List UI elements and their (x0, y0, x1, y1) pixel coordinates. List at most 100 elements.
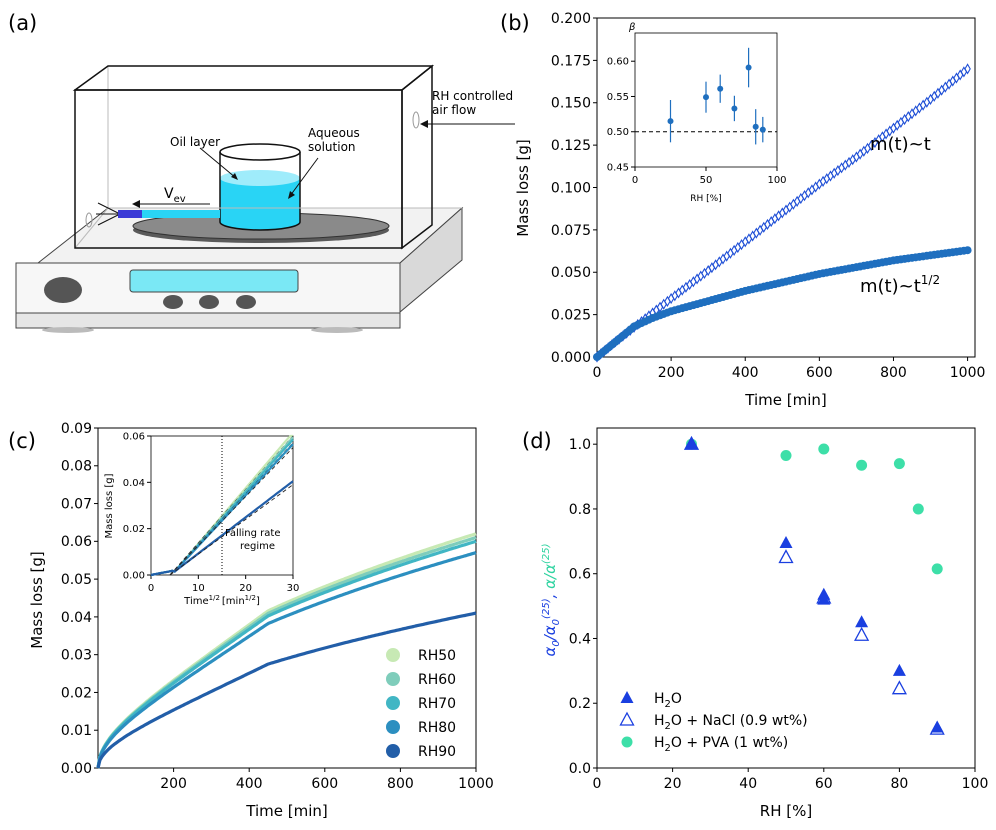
chart-b-xtick-label: 0 (593, 365, 602, 381)
point-filled-triangle (892, 663, 906, 676)
chart-c-inset-ytick-label: 0.02 (123, 524, 145, 535)
legend-label-1: H2O + NaCl (0.9 wt%) (654, 713, 808, 732)
inset-point (717, 85, 724, 92)
ylabel-alpha-sup25: (25) (541, 598, 552, 619)
legend-label-rest: O + PVA (1 wt%) (671, 735, 788, 751)
aqueous-pointer (289, 157, 319, 197)
chart-b-inset-xtick-label: 100 (767, 175, 786, 186)
air-outlet-hole (85, 212, 93, 228)
chart-c-xtick-label: 400 (236, 776, 263, 792)
chart-c-ytick-label: 0.01 (61, 723, 92, 739)
linear-series-marker (949, 75, 957, 87)
chart-b-inset-ytick-label: 0.55 (607, 92, 629, 103)
chart-c-xtick-label: 600 (311, 776, 338, 792)
linear-series-marker (938, 84, 945, 96)
point-filled-triangle (817, 592, 831, 605)
panel-label-d: (d) (522, 429, 552, 453)
chart-b-xtick-label: 400 (732, 365, 759, 381)
point-filled-circle (893, 458, 905, 470)
ylabel-slash-alpha: /α (541, 625, 559, 642)
sqrt-series-marker (963, 246, 972, 255)
chart-b-ytick-label: 0.200 (551, 11, 591, 27)
series-rh80 (96, 551, 477, 769)
legend-label-rh70: RH70 (418, 696, 456, 712)
chart-c-ytick-label: 0.02 (61, 685, 92, 701)
chart-b-axes: 0 200 400 600 800 10000.0000.0250.0500.0750.1… (551, 11, 986, 381)
chart-b-inset-xtick-label: 50 (700, 175, 713, 186)
legend-label-rh80: RH80 (418, 720, 456, 736)
legend-marker-0 (620, 691, 634, 703)
chart-b-xtick-label: 600 (806, 365, 833, 381)
legend-label-rh90: RH90 (418, 744, 456, 760)
ylabel-alpha0: α (541, 647, 559, 657)
balance-button-3 (236, 295, 256, 309)
beaker-rim (219, 143, 301, 161)
point-filled-circle (856, 459, 868, 471)
point-open-triangle (891, 680, 907, 695)
chart-b-ytick-label: 0.050 (551, 265, 591, 281)
legend-label-rh60: RH60 (418, 672, 456, 688)
chart-d-xlabel: RH [%] (760, 802, 812, 820)
point-open-triangle (778, 549, 794, 564)
chart-d-xtick-label: 20 (664, 776, 682, 792)
chart-c-ytick-label: 0.08 (61, 459, 92, 475)
chart-b-inset-xlabel: RH [%] (690, 194, 721, 204)
inset-xlabel-unit-sup: 1/2 (245, 594, 256, 602)
inset-xlabel-unit: [min (222, 596, 245, 607)
inset-point (759, 126, 766, 133)
chart-c-xtick-label: 200 (160, 776, 187, 792)
aqueous-label-line2: solution (308, 140, 356, 154)
inset-xlabel-sup: 1/2 (209, 594, 220, 602)
legend-label-rest: O + NaCl (0.9 wt%) (671, 713, 808, 729)
chart-c-inset-ylabel: Mass loss [g] (104, 473, 115, 538)
oil-pointer (199, 147, 237, 179)
legend-label-main: H (654, 735, 665, 751)
chart-c-inset: 0 10 20 30 0.00 0.02 0.04 0.06 (123, 432, 300, 595)
annotation-sqrt-main: m(t)~t (860, 276, 921, 297)
chart-c-series (96, 532, 477, 769)
annotation-sqrt: m(t)~t1/2 (860, 273, 940, 297)
legend-label-rh50: RH50 (418, 648, 456, 664)
chart-d-xtick-label: 40 (739, 776, 757, 792)
balance-foot-left (42, 327, 94, 333)
chart-c-axes: 200 400 600 800 10000.000.010.020.030.040.05… (61, 421, 494, 792)
chart-c-inset-ytick-label: 0.00 (123, 571, 145, 582)
box-back-diag (74, 207, 109, 249)
chart-c-inset-xtick-label: 20 (239, 583, 252, 594)
inset-point (667, 118, 674, 125)
air-inlet-hole (412, 111, 420, 129)
chart-c-inset-ytick-label: 0.06 (123, 432, 145, 443)
aqueous-pointer-head (288, 191, 295, 199)
point-filled-circle (780, 450, 792, 462)
chart-d-axes: 0 20 40 60 80 100 0.0 0.2 0.4 0.6 0.8 1.0 (569, 437, 989, 792)
vev-label: Vev (164, 186, 186, 205)
ylabel-ratio-sup25: (25) (541, 543, 552, 564)
ylabel-alpha-sub0: 0 (551, 619, 562, 625)
chart-c-inset-xtick-label: 0 (148, 583, 154, 594)
chart-c-ytick-label: 0.09 (61, 421, 92, 437)
inset-fit-line (169, 447, 294, 576)
inset-point (745, 64, 752, 71)
point-filled-triangle (685, 437, 698, 450)
point-filled-triangle (930, 720, 944, 733)
linear-series-marker (953, 72, 960, 84)
chart-d-ytick-label: 0.8 (569, 502, 591, 518)
exhaust-arrow-1 (97, 202, 119, 214)
chart-b-inset-xtick-label: 0 (632, 175, 638, 186)
legend-marker-rh70 (386, 696, 400, 710)
chart-b-ytick-label: 0.150 (551, 96, 591, 112)
point-filled-circle (818, 443, 830, 455)
evaporation-outlet (118, 210, 220, 218)
legend-label-0: H2O (654, 691, 682, 710)
chart-d-xtick-label: 60 (815, 776, 833, 792)
linear-series-marker (945, 78, 953, 90)
inset-xlabel-main: Time (183, 596, 208, 607)
box-top (72, 65, 435, 91)
legend-label-rest: O (671, 691, 682, 707)
panel-label-c: (c) (8, 429, 36, 453)
linear-series-marker (956, 69, 964, 81)
chart-b-inset-ytick-label: 0.45 (607, 163, 629, 174)
legend-marker-rh60 (386, 672, 400, 686)
